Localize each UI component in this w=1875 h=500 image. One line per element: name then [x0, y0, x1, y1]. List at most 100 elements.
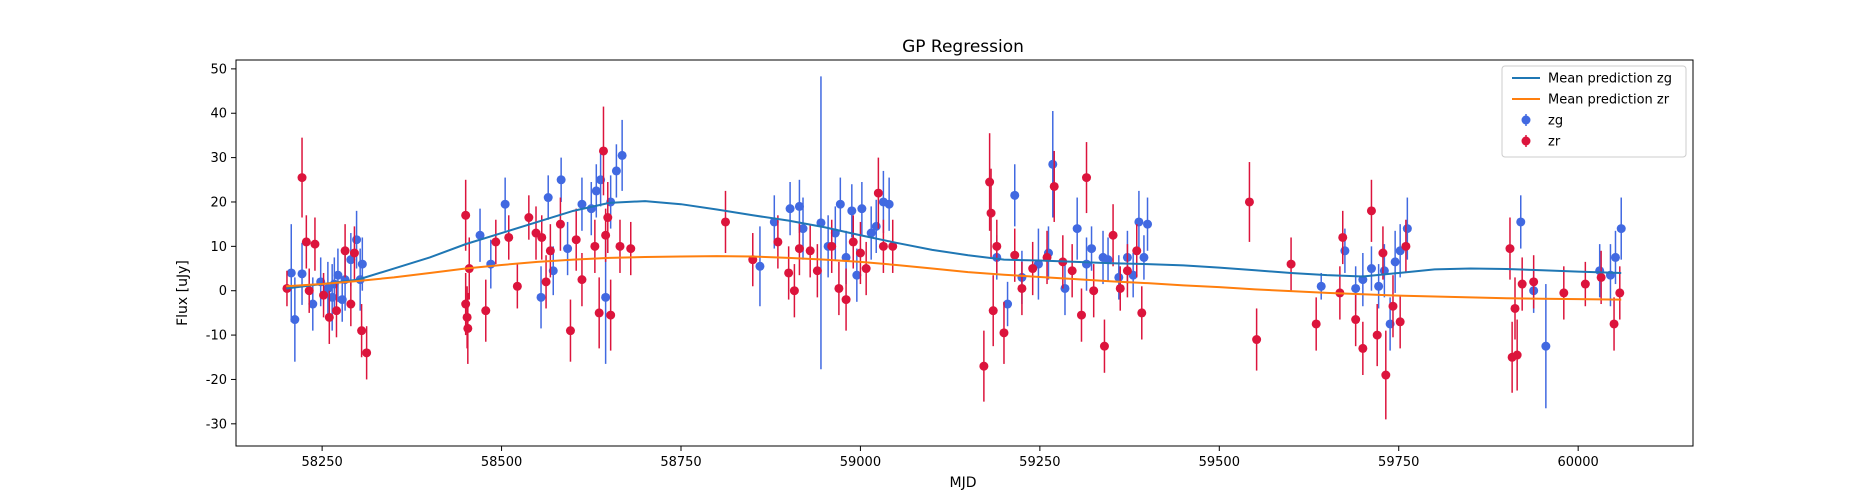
zg-point [556, 175, 566, 185]
zg-point [1390, 257, 1400, 267]
zr-point [504, 232, 514, 242]
zr-point [1381, 370, 1391, 380]
zr-point [1099, 341, 1109, 351]
zg-point [297, 269, 307, 279]
zg-point [543, 193, 553, 203]
zr-point [1351, 315, 1361, 325]
zr-point [310, 239, 320, 249]
zg-point [352, 235, 362, 245]
zr-point [999, 328, 1009, 338]
zr-point [855, 248, 865, 258]
zg-point [286, 268, 296, 278]
zr-point [577, 275, 587, 285]
line-mean-prediction-zr [286, 255, 1622, 301]
zg-point [816, 218, 826, 228]
y-tick-label: -30 [206, 417, 227, 432]
zr-point [1010, 250, 1020, 260]
zg-point [1143, 219, 1153, 229]
zr-point [1137, 308, 1147, 318]
zg-point [1374, 281, 1384, 291]
zr-point [784, 268, 794, 278]
zg-point [794, 201, 804, 211]
zg-point [577, 199, 587, 209]
zr-point [848, 237, 858, 247]
zr-point [1388, 301, 1398, 311]
zg-point [1048, 159, 1058, 169]
x-tick-label: 59000 [840, 455, 881, 470]
zg-point [1072, 224, 1082, 234]
x-tick-label: 60000 [1557, 455, 1598, 470]
x-axis-label: MJD [950, 475, 977, 491]
y-tick-label: -10 [206, 329, 227, 344]
zr-point [986, 208, 996, 218]
y-tick-label: 30 [210, 151, 227, 166]
zg-point [841, 252, 851, 262]
zr-point [1580, 279, 1590, 289]
zr-point [626, 244, 636, 254]
zg-point [755, 261, 765, 271]
zg-point [785, 204, 795, 214]
zr-point [545, 246, 555, 256]
zr-point [841, 295, 851, 305]
zr-point [541, 277, 551, 287]
zr-point [340, 246, 350, 256]
zr-point [1609, 319, 1619, 329]
zr-point [357, 326, 367, 336]
zr-point [324, 312, 334, 322]
zr-point [319, 290, 329, 300]
zr-point [1559, 288, 1569, 298]
zg-point [1087, 244, 1097, 254]
legend-marker-swatch [1521, 136, 1531, 146]
zr-point [571, 235, 581, 245]
zr-point [1076, 310, 1086, 320]
zr-point [297, 173, 307, 183]
zg-point [563, 244, 573, 254]
zr-point [1028, 264, 1038, 274]
legend-marker-swatch [1521, 115, 1531, 125]
zr-point [615, 241, 625, 251]
zr-point [1089, 286, 1099, 296]
zr-point [789, 286, 799, 296]
zr-point [1510, 303, 1520, 313]
zg-point [1103, 255, 1113, 265]
zr-point [1358, 343, 1368, 353]
zr-point [1122, 266, 1132, 276]
zr-point [301, 237, 311, 247]
line-mean-prediction-zg [286, 200, 1622, 290]
zg-point [1516, 217, 1526, 227]
x-tick-label: 59500 [1199, 455, 1240, 470]
zg-point [798, 224, 808, 234]
zr-point [1395, 317, 1405, 327]
zg-point [308, 299, 318, 309]
zr-point [346, 299, 356, 309]
zr-point [878, 241, 888, 251]
zg-point [1610, 252, 1620, 262]
zg-point [857, 204, 867, 214]
legend: Mean prediction zg Mean prediction zr zg zr [1501, 65, 1687, 158]
zg-point [1003, 299, 1013, 309]
zr-point [1512, 350, 1522, 360]
zr-point [1311, 319, 1321, 329]
zr-point [834, 283, 844, 293]
zg-point [1114, 272, 1124, 282]
zr-point [1615, 288, 1625, 298]
zr-point [985, 177, 995, 187]
x-tick-label: 59750 [1378, 455, 1419, 470]
plot-frame [235, 59, 1694, 447]
zr-point [1378, 248, 1388, 258]
x-tick-label: 58750 [660, 455, 701, 470]
legend-label: Mean prediction zr [1548, 93, 1670, 108]
zr-point [331, 306, 341, 316]
zr-point [491, 237, 501, 247]
zg-point [1134, 217, 1144, 227]
zr-point [888, 241, 898, 251]
zr-point [461, 210, 471, 220]
zr-point [1529, 277, 1539, 287]
zr-point [1132, 246, 1142, 256]
zg-point [1340, 246, 1350, 256]
zr-point [1401, 241, 1411, 251]
zr-point [512, 281, 522, 291]
legend-label: Mean prediction zg [1548, 72, 1672, 87]
y-tick-label: 10 [210, 240, 227, 255]
